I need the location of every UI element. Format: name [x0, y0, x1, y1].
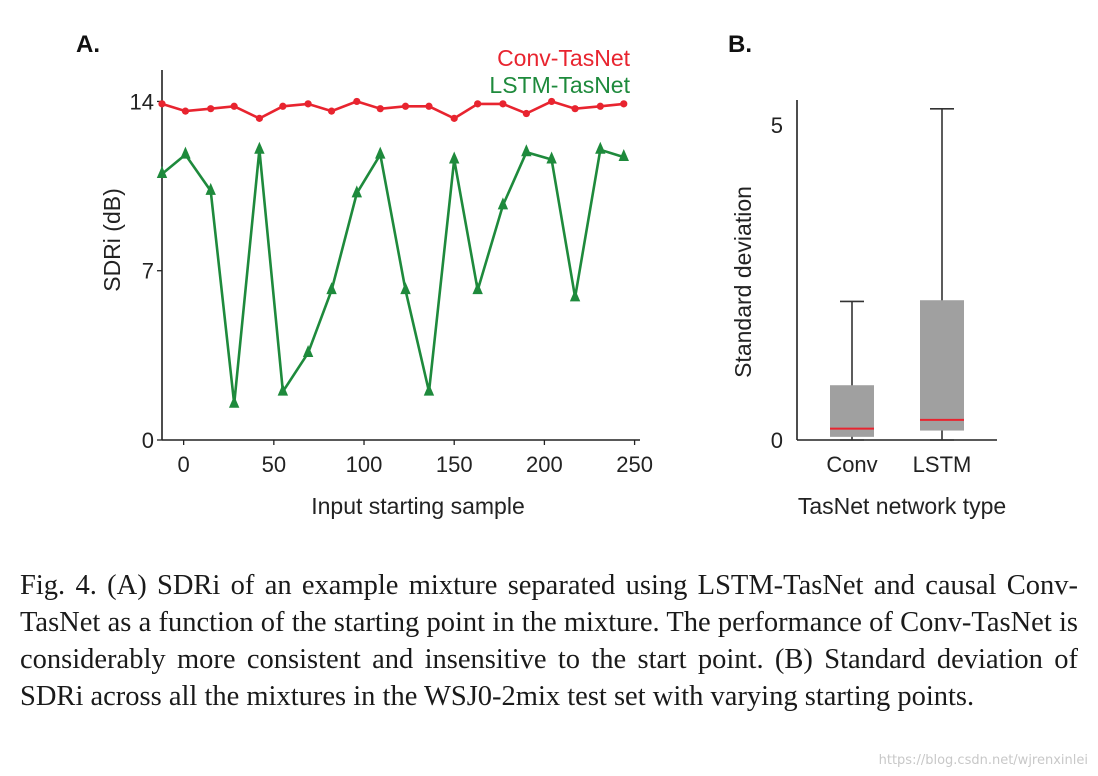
data-point-lstm-tasnet — [277, 383, 289, 396]
data-point-conv-tasnet — [450, 114, 458, 122]
chart-b-x-tick-label: Conv — [826, 452, 877, 477]
data-point-conv-tasnet — [474, 100, 482, 108]
legend-entry-lstm-tasnet: LSTM-TasNet — [489, 72, 630, 98]
chart-a-x-tick-label: 100 — [346, 452, 383, 477]
chart-a-x-tick-label: 250 — [616, 452, 653, 477]
data-point-lstm-tasnet — [205, 182, 216, 195]
data-point-lstm-tasnet — [228, 395, 240, 408]
panel-label-b: B. — [728, 31, 752, 58]
data-point-conv-tasnet — [499, 100, 507, 108]
data-point-conv-tasnet — [181, 107, 190, 115]
data-point-lstm-tasnet — [254, 141, 265, 154]
chart-a-y-tick-label: 7 — [142, 259, 154, 284]
data-point-lstm-tasnet — [449, 151, 460, 164]
figure-caption: Fig. 4. (A) SDRi of an example mixture s… — [20, 570, 1078, 712]
chart-a-x-tick-label: 200 — [526, 452, 563, 477]
data-point-lstm-tasnet — [351, 185, 363, 198]
legend-entry-conv-tasnet: Conv-TasNet — [497, 45, 631, 71]
chart-a-y-tick-label: 14 — [130, 89, 154, 114]
data-point-lstm-tasnet — [546, 151, 557, 164]
chart-b-axes — [796, 100, 997, 441]
box-chart: 05 Conv LSTM TasNet network type Standard… — [730, 100, 1006, 519]
chart-a-legend: Conv-TasNet LSTM-TasNet — [489, 45, 630, 98]
chart-b-y-ticks: 05 — [771, 113, 783, 453]
line-chart: 0 50 100 150 200 250 0 7 14 Conv-TasNet LSTM-Ta… — [99, 45, 653, 519]
chart-a-axes — [161, 70, 640, 441]
chart-a-x-axis-title: Input starting sample — [311, 493, 525, 519]
data-point-conv-tasnet — [207, 105, 215, 113]
chart-a-y-axis-title: SDRi (dB) — [99, 188, 125, 292]
series-line-conv-tasnet — [161, 100, 624, 120]
chart-a-x-ticks: 0 50 100 150 200 250 — [178, 440, 653, 477]
watermark-url: https://blog.csdn.net/wjrenxinlei — [878, 753, 1088, 768]
chart-b-x-ticks: Conv LSTM — [826, 452, 971, 477]
data-point-conv-tasnet — [327, 107, 336, 115]
data-point-conv-tasnet — [620, 100, 628, 108]
chart-a-y-ticks: 0 7 14 — [130, 89, 162, 453]
data-point-conv-tasnet — [376, 105, 384, 113]
data-point-lstm-tasnet — [497, 197, 509, 210]
series-line-lstm-tasnet — [161, 148, 625, 404]
data-point-lstm-tasnet — [618, 149, 629, 162]
data-point-lstm-tasnet — [569, 289, 581, 302]
chart-b-y-tick-label: 5 — [771, 113, 783, 138]
data-point-lstm-tasnet — [521, 144, 532, 157]
data-point-conv-tasnet — [401, 102, 410, 110]
chart-b-boxes — [830, 108, 964, 441]
data-point-lstm-tasnet — [156, 165, 168, 178]
chart-a-x-tick-label: 150 — [436, 452, 473, 477]
chart-a-series — [156, 97, 629, 408]
chart-a-x-tick-label: 0 — [178, 452, 190, 477]
data-point-conv-tasnet — [255, 114, 264, 122]
data-point-lstm-tasnet — [180, 146, 191, 159]
data-point-conv-tasnet — [571, 105, 579, 113]
data-point-lstm-tasnet — [595, 141, 606, 154]
box-conv — [830, 300, 874, 441]
data-point-lstm-tasnet — [302, 344, 314, 357]
chart-b-x-tick-label: LSTM — [913, 452, 972, 477]
data-point-lstm-tasnet — [326, 282, 337, 295]
chart-b-y-tick-label: 0 — [771, 428, 783, 453]
data-point-conv-tasnet — [279, 102, 287, 110]
chart-a-x-tick-label: 50 — [262, 452, 286, 477]
data-point-conv-tasnet — [425, 102, 433, 110]
chart-b-y-axis-title: Standard deviation — [730, 186, 756, 378]
box-lstm — [920, 108, 964, 441]
data-point-conv-tasnet — [158, 100, 166, 108]
chart-a-y-tick-label: 0 — [142, 428, 154, 453]
data-point-lstm-tasnet — [423, 383, 435, 396]
data-point-lstm-tasnet — [375, 146, 386, 159]
data-point-conv-tasnet — [522, 109, 530, 118]
data-point-lstm-tasnet — [472, 282, 483, 295]
panel-label-a: A. — [76, 31, 100, 58]
data-point-conv-tasnet — [304, 100, 312, 108]
data-point-conv-tasnet — [230, 102, 238, 110]
box-iqr — [920, 300, 964, 431]
data-point-conv-tasnet — [353, 97, 361, 106]
data-point-conv-tasnet — [548, 97, 556, 106]
data-point-conv-tasnet — [596, 102, 604, 110]
chart-b-x-axis-title: TasNet network type — [798, 493, 1006, 519]
data-point-lstm-tasnet — [400, 282, 411, 295]
